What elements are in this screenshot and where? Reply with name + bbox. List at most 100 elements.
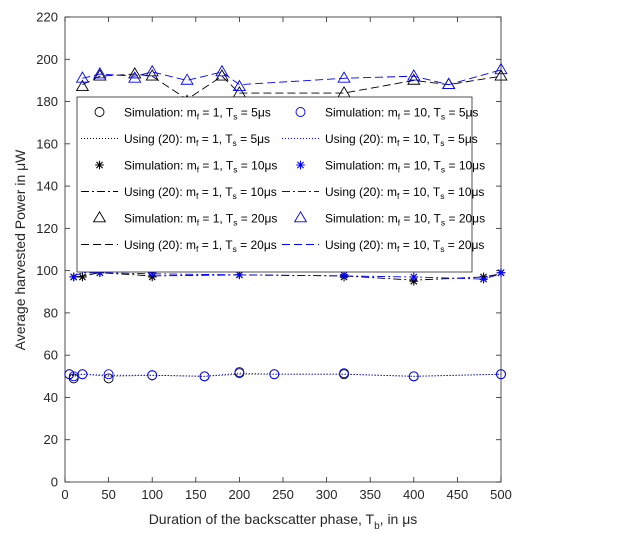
legend-marker-sample [95, 160, 104, 170]
data-point [215, 64, 229, 77]
legend-subscript: s [233, 191, 237, 201]
data-point [95, 268, 105, 278]
data-point [147, 268, 157, 278]
x-tick-label: 0 [61, 487, 68, 502]
legend-text-part: = 5μs [445, 106, 478, 120]
legend-subscript: f [398, 112, 401, 122]
series-4 [69, 372, 502, 377]
legend-text-part: Simulation: m [124, 159, 197, 173]
legend-label: Simulation: mf = 10, Ts = 20μs [325, 212, 485, 228]
legend-text-part: = 1, T [198, 132, 233, 146]
legend-text-part: = 10, T [399, 185, 440, 199]
legend-text-part: = 20μs [444, 238, 484, 252]
data-point [93, 66, 107, 79]
series-8 [73, 272, 502, 280]
legend-label: Simulation: mf = 10, Ts = 10μs [325, 159, 485, 175]
legend-text-part: = 20μs [237, 212, 277, 226]
legend-label: Using (20): mf = 1, Ts = 5μs [124, 132, 270, 148]
data-point [103, 373, 114, 384]
legend-item: Simulation: mf = 1, Ts = 10μs [95, 159, 277, 175]
series-line [82, 73, 502, 100]
legend-label: Using (20): mf = 1, Ts = 10μs [124, 185, 277, 201]
x-tick-label: 400 [403, 487, 425, 502]
y-tick-label: 160 [36, 136, 58, 151]
data-point [64, 369, 75, 380]
legend-text-part: = 1, T [199, 106, 234, 120]
data-point [180, 73, 194, 85]
legend-subscript: f [398, 165, 401, 175]
series-line [82, 69, 502, 86]
legend-text-part: Simulation: m [124, 106, 197, 120]
legend-text-part: = 10μs [237, 185, 277, 199]
legend-subscript: s [440, 191, 444, 201]
legend-item: Simulation: mf = 10, Ts = 10μs [296, 159, 485, 175]
x-tick-label: 150 [185, 487, 207, 502]
legend-item: Using (20): mf = 1, Ts = 10μs [81, 185, 277, 201]
y-tick-label: 180 [36, 94, 58, 109]
series-12 [82, 69, 502, 86]
y-tick-label: 60 [44, 348, 58, 363]
legend-text-part: = 5μs [237, 132, 270, 146]
data-point [494, 69, 508, 81]
legend-subscript: s [233, 218, 237, 228]
x-tick-label: 500 [490, 487, 512, 502]
legend-label: Using (20): mf = 10, Ts = 20μs [325, 238, 484, 254]
legend-text-part: = 1, T [199, 212, 234, 226]
x-tick-label: 450 [447, 487, 469, 502]
legend-item: Simulation: mf = 1, Ts = 5μs [94, 106, 271, 122]
legend-subscript: s [441, 218, 445, 228]
x-tick-label: 100 [141, 487, 163, 502]
x-axis-label-subscript: b [374, 521, 380, 532]
legend-label: Using (20): mf = 10, Ts = 5μs [325, 132, 478, 148]
legend-box [76, 96, 473, 273]
data-point [215, 69, 229, 81]
legend-text-part: Using (20): m [124, 132, 196, 146]
x-axis-label-main: Duration of the backscatter phase, T [149, 511, 375, 527]
data-point [234, 367, 245, 378]
legend-subscript: s [233, 244, 237, 254]
legend-text-part: Simulation: m [325, 159, 398, 173]
legend-subscript: s [233, 112, 237, 122]
data-point [337, 71, 351, 83]
legend-subscript: f [197, 165, 200, 175]
legend-text-part: Using (20): m [124, 238, 196, 252]
legend-subscript: s [233, 165, 237, 175]
legend-label: Simulation: mf = 1, Ts = 5μs [124, 106, 271, 122]
data-point [269, 369, 280, 380]
legend-item: Simulation: mf = 1, Ts = 20μs [92, 210, 277, 228]
legend-text-part: Using (20): m [325, 185, 397, 199]
legend-text-part: = 1, T [198, 238, 233, 252]
axis-ticks: 0 50 100 150 200 250 300 350 400 450 500 0 20 40 60 80 1… [36, 10, 512, 503]
data-point [69, 272, 79, 282]
y-tick-label: 120 [36, 221, 58, 236]
x-tick-label: 200 [229, 487, 251, 502]
legend-text-part: Using (20): m [325, 238, 397, 252]
legend-text-part: = 20μs [445, 212, 485, 226]
x-tick-label: 50 [101, 487, 115, 502]
legend-subscript: s [441, 112, 445, 122]
legend-marker-sample [295, 107, 306, 117]
series-line [69, 372, 502, 377]
data-point [199, 371, 210, 382]
legend-subscript: s [440, 244, 444, 254]
legend-subscript: f [196, 138, 199, 148]
data-point [128, 66, 142, 79]
y-tick-label: 80 [44, 305, 58, 320]
series-line [73, 272, 502, 280]
legend-subscript: f [397, 244, 400, 254]
data-point [145, 69, 159, 81]
legend-text-part: = 1, T [199, 159, 234, 173]
legend-text-part: = 10, T [399, 238, 440, 252]
data-point [494, 62, 508, 75]
legend-item: Using (20): mf = 10, Ts = 10μs [282, 185, 484, 201]
legend-subscript: f [196, 191, 199, 201]
legend-text-part: = 5μs [444, 132, 477, 146]
legend-subscript: s [440, 138, 444, 148]
legend-marker-sample [296, 160, 305, 170]
data-point [232, 79, 247, 92]
y-tick-label: 220 [36, 10, 58, 25]
legend-item: Simulation: mf = 10, Ts = 5μs [295, 106, 478, 122]
y-tick-label: 0 [51, 475, 58, 490]
legend-text-part: = 10μs [237, 159, 277, 173]
